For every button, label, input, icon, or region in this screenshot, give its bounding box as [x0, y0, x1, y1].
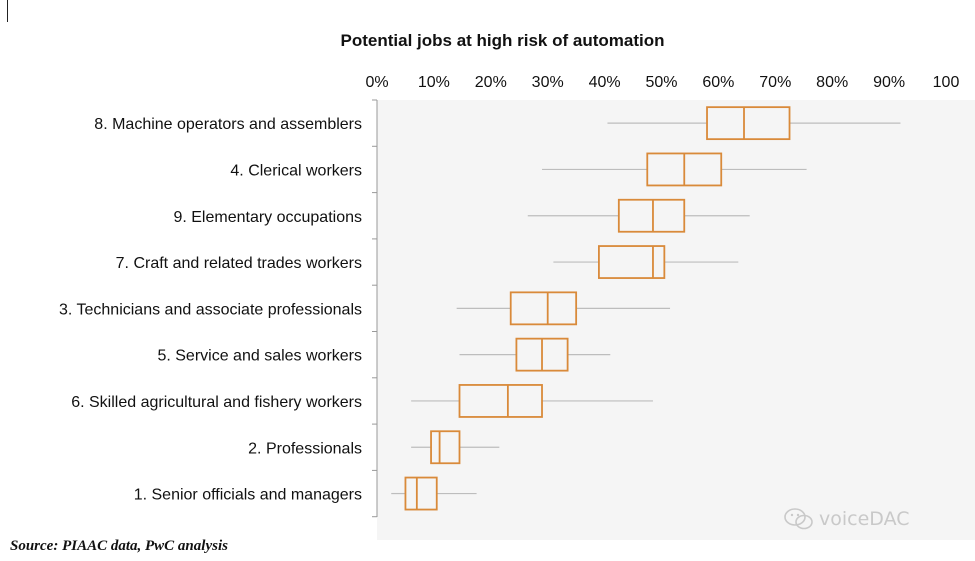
x-tick-label: 80% — [816, 74, 848, 91]
x-tick-label: 90% — [873, 74, 905, 91]
plot-area — [377, 100, 975, 540]
iqr-box — [404, 476, 438, 511]
top-edge-mark — [7, 0, 8, 22]
x-tick-label: 10% — [418, 74, 450, 91]
category-label: 8. Machine operators and assemblers — [94, 116, 362, 133]
x-tick-label: 40% — [589, 74, 621, 91]
category-label: 2. Professionals — [248, 440, 362, 457]
x-tick-label: 30% — [532, 74, 564, 91]
category-label: 6. Skilled agricultural and fishery work… — [71, 394, 362, 411]
x-tick-label: 0% — [365, 74, 388, 91]
x-tick-label: 50% — [645, 74, 677, 91]
category-label: 9. Elementary occupations — [173, 209, 362, 226]
x-tick-label: 20% — [475, 74, 507, 91]
iqr-box — [617, 198, 686, 233]
iqr-box — [509, 291, 578, 326]
category-label: 1. Senior officials and managers — [134, 487, 362, 504]
source-note: Source: PIAAC data, PwC analysis — [10, 538, 228, 554]
watermark-text: voiceDAC — [819, 508, 910, 530]
box-layer — [391, 106, 901, 511]
x-tick-label: 70% — [759, 74, 791, 91]
chart-title: Potential jobs at high risk of automatio… — [340, 31, 665, 50]
category-label: 5. Service and sales workers — [157, 348, 362, 365]
x-tick-label: 100 — [933, 74, 960, 91]
iqr-box — [598, 245, 666, 279]
category-label: 4. Clerical workers — [230, 162, 362, 179]
category-label: 7. Craft and related trades workers — [116, 255, 362, 272]
category-label: 3. Technicians and associate professiona… — [59, 301, 362, 318]
wechat-icon — [784, 508, 813, 530]
label-layer: 0% 10% 20% 30% 40% 50% 60% 70% 80% 90% 100 8. Machi… — [59, 74, 959, 504]
x-tick-label: 60% — [702, 74, 734, 91]
iqr-box — [706, 106, 791, 141]
iqr-box — [458, 384, 543, 418]
watermark: voiceDAC — [783, 507, 910, 531]
iqr-box — [430, 430, 461, 465]
axis-layer — [372, 99, 378, 518]
